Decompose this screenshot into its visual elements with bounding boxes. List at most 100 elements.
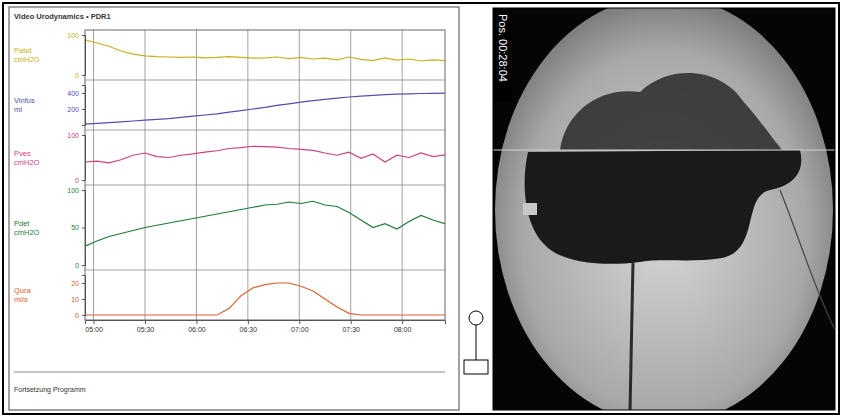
x-axis: 05:00 05:30 06:00 06:30 07:00 07:30 08:00	[85, 320, 445, 333]
lane-label-line: Qura	[14, 286, 32, 295]
grid-line	[93, 270, 94, 320]
grid-line	[299, 80, 300, 130]
tick: 05:00	[85, 320, 103, 333]
tick-mark	[82, 265, 85, 266]
grid-line	[247, 185, 248, 270]
grid-line	[350, 130, 351, 185]
grid-line	[350, 270, 351, 320]
bladder	[525, 150, 802, 264]
y-axis: 0 10 20	[71, 276, 85, 319]
scan-line	[493, 150, 835, 151]
lane-label: Vinfusml	[14, 96, 35, 114]
tick-label: 07:00	[291, 326, 309, 333]
grid-line	[402, 185, 403, 270]
tick: 0	[75, 262, 85, 269]
axis-line	[82, 86, 86, 126]
page: 0100PabdcmH2OVideo Urodynamics • PDR1200…	[0, 0, 842, 417]
y-axis: 0 100	[67, 32, 85, 79]
tick-mark	[351, 320, 352, 324]
grid-line	[350, 80, 351, 130]
tick-label: 200	[67, 106, 79, 113]
grid-line	[350, 185, 351, 270]
tick-mark	[82, 315, 85, 316]
tick: 100	[67, 132, 85, 139]
grid-line	[145, 270, 146, 320]
axis-line	[82, 276, 86, 316]
tick: 06:00	[188, 320, 206, 333]
tick-label: 06:00	[188, 326, 206, 333]
grid-line	[145, 130, 146, 185]
grid-line	[145, 80, 146, 130]
tick: 20	[71, 280, 85, 287]
grid-line	[196, 185, 197, 270]
trace-line	[85, 201, 445, 246]
grid-line	[299, 270, 300, 320]
tick-label: 06:30	[240, 326, 258, 333]
plot-area	[85, 30, 445, 320]
tick-label: 0	[75, 262, 79, 269]
tick-label: 50	[71, 224, 79, 231]
tick-mark	[94, 320, 95, 324]
grid-line	[93, 30, 94, 80]
icon-stem	[476, 325, 477, 360]
grid-line	[402, 30, 403, 80]
tick-label: 07:30	[342, 326, 360, 333]
series-group	[85, 146, 445, 163]
figure: 0100PabdcmH2OVideo Urodynamics • PDR1200…	[0, 0, 842, 417]
image-field	[495, 8, 833, 410]
y-axis: 200 400	[67, 86, 85, 126]
image-frame	[493, 8, 835, 410]
tick-mark	[82, 190, 85, 191]
tick-label: 05:30	[137, 326, 155, 333]
grid-line	[196, 30, 197, 80]
icon-base	[464, 360, 488, 374]
grid-line	[247, 30, 248, 80]
marker-square	[523, 203, 537, 215]
tick-label: 10	[71, 296, 79, 303]
tick-mark	[402, 320, 403, 324]
catheter	[780, 190, 835, 330]
trace-line	[85, 40, 445, 61]
tick: 100	[67, 32, 85, 39]
tick-label: 0	[75, 177, 79, 184]
grid-line	[350, 30, 351, 80]
tick: 100	[67, 187, 85, 194]
texts: 0100PabdcmH2OVideo Urodynamics • PDR1200…	[14, 12, 446, 394]
lane-label-line: cmH2O	[14, 55, 40, 64]
tick-label: 400	[67, 90, 79, 97]
tick-mark	[82, 75, 85, 76]
tick-label: 0	[75, 72, 79, 79]
tick-mark	[82, 109, 85, 110]
lane-label-line: Pdet	[14, 219, 30, 228]
grid-line	[196, 80, 197, 130]
tick: 07:30	[342, 320, 360, 333]
panel-frame	[9, 7, 459, 410]
tick-mark	[299, 320, 300, 324]
lane-label: Quraml/s	[14, 286, 32, 304]
tick-mark	[82, 135, 85, 136]
grid-line	[402, 270, 403, 320]
grid-line	[247, 270, 248, 320]
axis-line	[82, 136, 86, 181]
series-group	[85, 40, 445, 61]
tick: 400	[67, 90, 85, 97]
tick-mark	[82, 299, 85, 300]
tick: 0	[75, 177, 85, 184]
lane-label-line: Vinfus	[14, 96, 35, 105]
grid-line	[93, 80, 94, 130]
y-axis: 0 100	[67, 132, 85, 184]
tick-mark	[196, 320, 197, 324]
grid-line	[145, 30, 146, 80]
trace-line	[85, 146, 445, 163]
tick-mark	[82, 283, 85, 284]
lane-boundary	[85, 80, 445, 81]
tick-label: 100	[67, 32, 79, 39]
tick: 10	[71, 296, 85, 303]
lane-label: PdetcmH2O	[14, 219, 40, 237]
lane-boundary	[85, 130, 445, 131]
axis-line	[82, 36, 86, 76]
tick-label: 0	[75, 312, 79, 319]
tick: 08:00	[394, 320, 412, 333]
scroll-bar	[14, 372, 445, 373]
grid-line	[299, 185, 300, 270]
